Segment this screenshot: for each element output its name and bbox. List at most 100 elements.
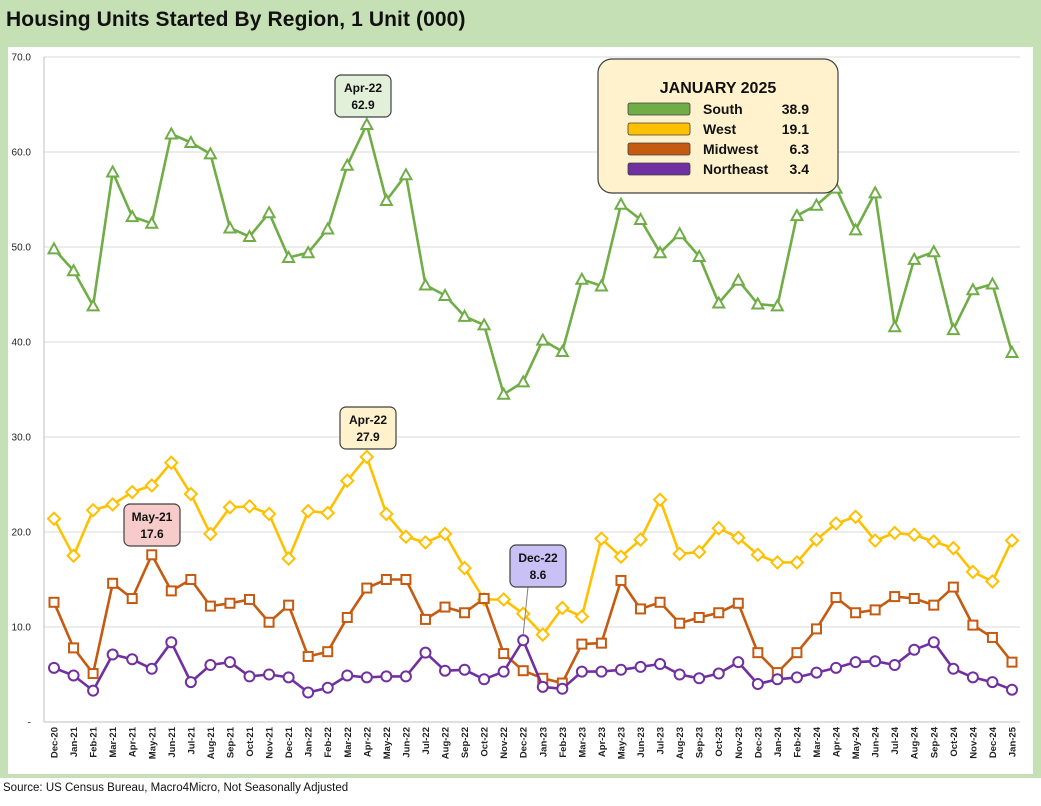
data-point	[107, 577, 119, 589]
x-tick-label: Sep-22	[460, 727, 471, 758]
y-tick-label: 20.0	[12, 528, 32, 539]
callout-value: 27.9	[356, 430, 380, 444]
data-point	[810, 623, 822, 635]
data-point	[965, 282, 981, 296]
x-tick-label: Mar-22	[343, 727, 354, 758]
y-tick-label: 30.0	[12, 433, 32, 444]
data-point	[340, 157, 355, 171]
data-point	[906, 527, 922, 543]
data-point	[320, 221, 335, 235]
data-point	[731, 272, 746, 286]
data-point	[712, 667, 725, 680]
legend-value: 38.9	[782, 101, 809, 117]
data-point	[575, 665, 588, 678]
x-tick-label: Dec-24	[988, 726, 999, 758]
data-point	[302, 686, 315, 699]
legend-swatch	[627, 122, 691, 136]
data-point	[615, 574, 627, 586]
data-point	[360, 671, 373, 684]
data-point	[946, 322, 961, 336]
data-point	[654, 596, 666, 608]
data-point	[419, 646, 432, 659]
data-point	[732, 656, 745, 669]
series-west	[46, 449, 1020, 643]
data-point	[830, 661, 843, 674]
data-point	[867, 533, 883, 548]
x-tick-label: Jun-23	[636, 727, 647, 758]
data-point	[965, 564, 981, 580]
x-tick-label: Dec-23	[753, 727, 764, 758]
callout-value: 17.6	[140, 527, 164, 541]
data-point	[947, 581, 959, 593]
data-point	[341, 612, 353, 623]
data-point	[769, 554, 785, 570]
data-point	[889, 591, 901, 603]
data-point	[398, 167, 414, 181]
data-point	[202, 526, 218, 542]
data-point	[85, 298, 101, 312]
data-point	[439, 664, 452, 677]
data-point	[535, 627, 551, 643]
data-point	[849, 656, 862, 669]
plot-area	[8, 47, 1033, 774]
x-tick-label: Jul-21	[186, 726, 197, 754]
y-tick-label: 40.0	[12, 338, 32, 349]
x-tick-label: Feb-21	[89, 726, 100, 757]
legend: JANUARY 2025 South 38.9 West 19.1 Midwest 6.3 N…	[597, 58, 839, 194]
data-point	[478, 673, 491, 686]
data-point	[378, 506, 394, 522]
x-tick-label: Mar-21	[108, 726, 119, 757]
data-point	[145, 662, 158, 675]
data-point	[48, 596, 60, 608]
x-tick-label: Oct-22	[480, 727, 491, 757]
data-point	[848, 222, 863, 236]
data-point	[203, 146, 218, 160]
data-point	[183, 134, 199, 148]
data-point	[224, 597, 236, 609]
data-point	[165, 585, 177, 597]
data-point	[556, 682, 569, 695]
data-point	[476, 317, 492, 331]
data-point	[281, 249, 296, 263]
data-point	[146, 549, 158, 561]
data-point	[87, 684, 100, 697]
callout-south: Apr-22 62.9	[334, 74, 392, 118]
callout-value: 8.6	[530, 568, 547, 582]
x-tick-label: Jul-24	[890, 726, 901, 754]
data-point	[809, 197, 824, 211]
data-point	[242, 228, 257, 243]
series-northeast	[48, 634, 1018, 699]
y-tick-label: -	[28, 718, 31, 729]
legend-swatch	[627, 142, 691, 156]
data-point	[947, 662, 960, 675]
data-point	[711, 295, 726, 309]
data-point	[732, 597, 744, 609]
x-tick-label: Jun-22	[401, 727, 412, 758]
data-point	[478, 593, 490, 604]
data-point	[496, 386, 511, 400]
data-point	[85, 502, 101, 518]
data-point	[281, 551, 297, 567]
x-tick-label: Nov-21	[265, 726, 276, 758]
data-point	[124, 484, 140, 500]
x-tick-label: Jul-23	[656, 727, 667, 754]
data-point	[634, 660, 647, 673]
x-tick-label: Jun-21	[167, 726, 178, 757]
data-point	[713, 607, 725, 619]
data-point	[106, 648, 119, 661]
data-point	[633, 532, 648, 548]
data-point	[359, 116, 375, 130]
x-tick-label: Jan-25	[1008, 726, 1019, 757]
data-point	[204, 659, 217, 671]
data-point	[1006, 683, 1018, 696]
x-tick-label: Jun-24	[871, 726, 882, 757]
y-tick-label: 70.0	[12, 53, 32, 64]
data-point	[437, 526, 453, 542]
x-tick-label: Aug-21	[206, 726, 217, 759]
data-point	[223, 656, 236, 669]
data-point	[926, 534, 942, 549]
data-point	[66, 263, 81, 277]
data-point	[400, 574, 412, 585]
data-point	[985, 276, 1000, 290]
callout-leader	[522, 586, 529, 635]
